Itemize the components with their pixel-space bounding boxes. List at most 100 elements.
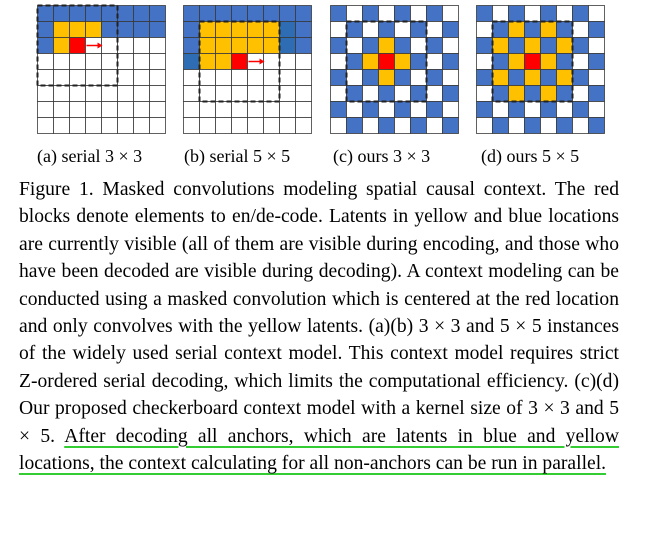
blue-cell [476, 69, 493, 86]
blue-cell [133, 21, 150, 38]
empty-cell [117, 53, 134, 70]
blue-cell [426, 101, 443, 118]
empty-cell [263, 101, 280, 118]
empty-cell [101, 53, 118, 70]
blue-cell [133, 5, 150, 22]
empty-cell [279, 69, 296, 86]
empty-cell [442, 69, 459, 86]
empty-cell [133, 85, 150, 102]
serial-order-arrowhead [259, 58, 265, 65]
blue-cell [508, 37, 525, 54]
empty-cell [53, 85, 70, 102]
empty-cell [330, 117, 347, 134]
empty-cell [263, 85, 280, 102]
empty-cell [149, 117, 166, 134]
empty-cell [37, 101, 54, 118]
empty-cell [442, 37, 459, 54]
empty-cell [394, 117, 411, 134]
yellow-cell [199, 53, 216, 70]
blue-cell [279, 21, 296, 38]
empty-cell [149, 69, 166, 86]
blue-cell [330, 5, 347, 22]
empty-cell [295, 53, 312, 70]
empty-cell [149, 53, 166, 70]
figure-panel-serial-3x3 [36, 4, 166, 134]
grid-serial-5x5 [183, 5, 312, 134]
empty-cell [410, 69, 427, 86]
empty-cell [247, 69, 264, 86]
blue-cell [394, 5, 411, 22]
empty-cell [524, 101, 541, 118]
empty-cell [215, 69, 232, 86]
empty-cell [183, 117, 200, 134]
blue-cell [556, 21, 573, 38]
empty-cell [295, 101, 312, 118]
blue-cell [588, 117, 605, 134]
context-window-outline [198, 20, 281, 103]
yellow-cell [247, 37, 264, 54]
empty-cell [199, 101, 216, 118]
empty-cell [117, 69, 134, 86]
empty-cell [215, 85, 232, 102]
empty-cell [215, 101, 232, 118]
yellow-cell [69, 21, 86, 38]
blue-cell [378, 85, 395, 102]
blue-cell [263, 5, 280, 22]
subfigure-label-b: (b) serial 5 × 5 [184, 146, 291, 166]
empty-cell [85, 117, 102, 134]
empty-cell [231, 117, 248, 134]
empty-cell [346, 37, 363, 54]
empty-cell [37, 85, 54, 102]
empty-cell [263, 53, 280, 70]
empty-cell [247, 117, 264, 134]
empty-cell [346, 101, 363, 118]
caption-figure-label: Figure 1. [19, 179, 94, 200]
blue-cell [199, 5, 216, 22]
empty-cell [149, 85, 166, 102]
blue-cell [394, 37, 411, 54]
yellow-cell [53, 37, 70, 54]
context-window-outline [36, 4, 119, 87]
blue-cell [476, 37, 493, 54]
empty-cell [183, 85, 200, 102]
empty-cell [37, 69, 54, 86]
empty-cell [149, 101, 166, 118]
yellow-cell [492, 37, 509, 54]
empty-cell [330, 85, 347, 102]
empty-cell [330, 21, 347, 38]
blue-cell [85, 5, 102, 22]
blue-cell [346, 53, 363, 70]
red-cell [69, 37, 86, 54]
blue-cell [410, 85, 427, 102]
empty-cell [101, 85, 118, 102]
empty-cell [572, 117, 589, 134]
empty-cell [101, 101, 118, 118]
blue-cell [295, 37, 312, 54]
grid-ours-3x3 [330, 5, 459, 134]
blue-cell [101, 5, 118, 22]
empty-cell [53, 53, 70, 70]
blue-cell [117, 21, 134, 38]
yellow-cell [53, 21, 70, 38]
empty-cell [199, 85, 216, 102]
blue-cell [295, 21, 312, 38]
empty-cell [231, 101, 248, 118]
empty-cell [183, 69, 200, 86]
empty-cell [53, 101, 70, 118]
blue-cell [101, 21, 118, 38]
empty-cell [117, 101, 134, 118]
empty-cell [133, 69, 150, 86]
figure-panel-serial-5x5 [183, 5, 312, 134]
empty-cell [101, 117, 118, 134]
yellow-cell [378, 69, 395, 86]
blue-cell [540, 37, 557, 54]
context-window-outline [491, 20, 574, 103]
blue-cell [476, 101, 493, 118]
yellow-cell [199, 21, 216, 38]
blue-cell [378, 21, 395, 38]
empty-cell [85, 101, 102, 118]
blue-cell [492, 21, 509, 38]
yellow-cell [362, 53, 379, 70]
empty-cell [295, 117, 312, 134]
empty-cell [199, 69, 216, 86]
